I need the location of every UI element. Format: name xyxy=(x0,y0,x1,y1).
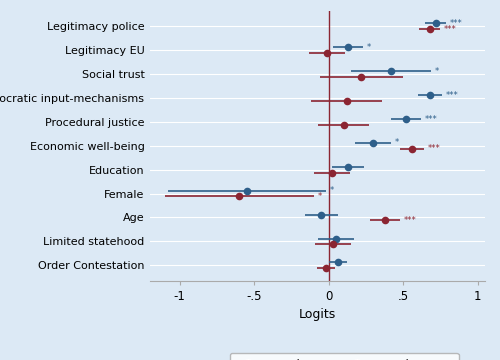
Text: *: * xyxy=(435,67,440,76)
Text: *: * xyxy=(366,43,371,52)
Text: *: * xyxy=(330,186,334,195)
Text: ***: *** xyxy=(428,144,440,153)
Text: ***: *** xyxy=(446,91,458,100)
Legend: Security_ctr, Security_pers: Security_ctr, Security_pers xyxy=(230,353,459,360)
Text: ***: *** xyxy=(450,19,463,28)
Text: *: * xyxy=(318,192,322,201)
Text: ***: *** xyxy=(444,25,457,34)
Text: ***: *** xyxy=(424,114,438,123)
Text: ***: *** xyxy=(404,216,416,225)
Text: *: * xyxy=(395,139,399,148)
X-axis label: Logits: Logits xyxy=(299,309,336,321)
